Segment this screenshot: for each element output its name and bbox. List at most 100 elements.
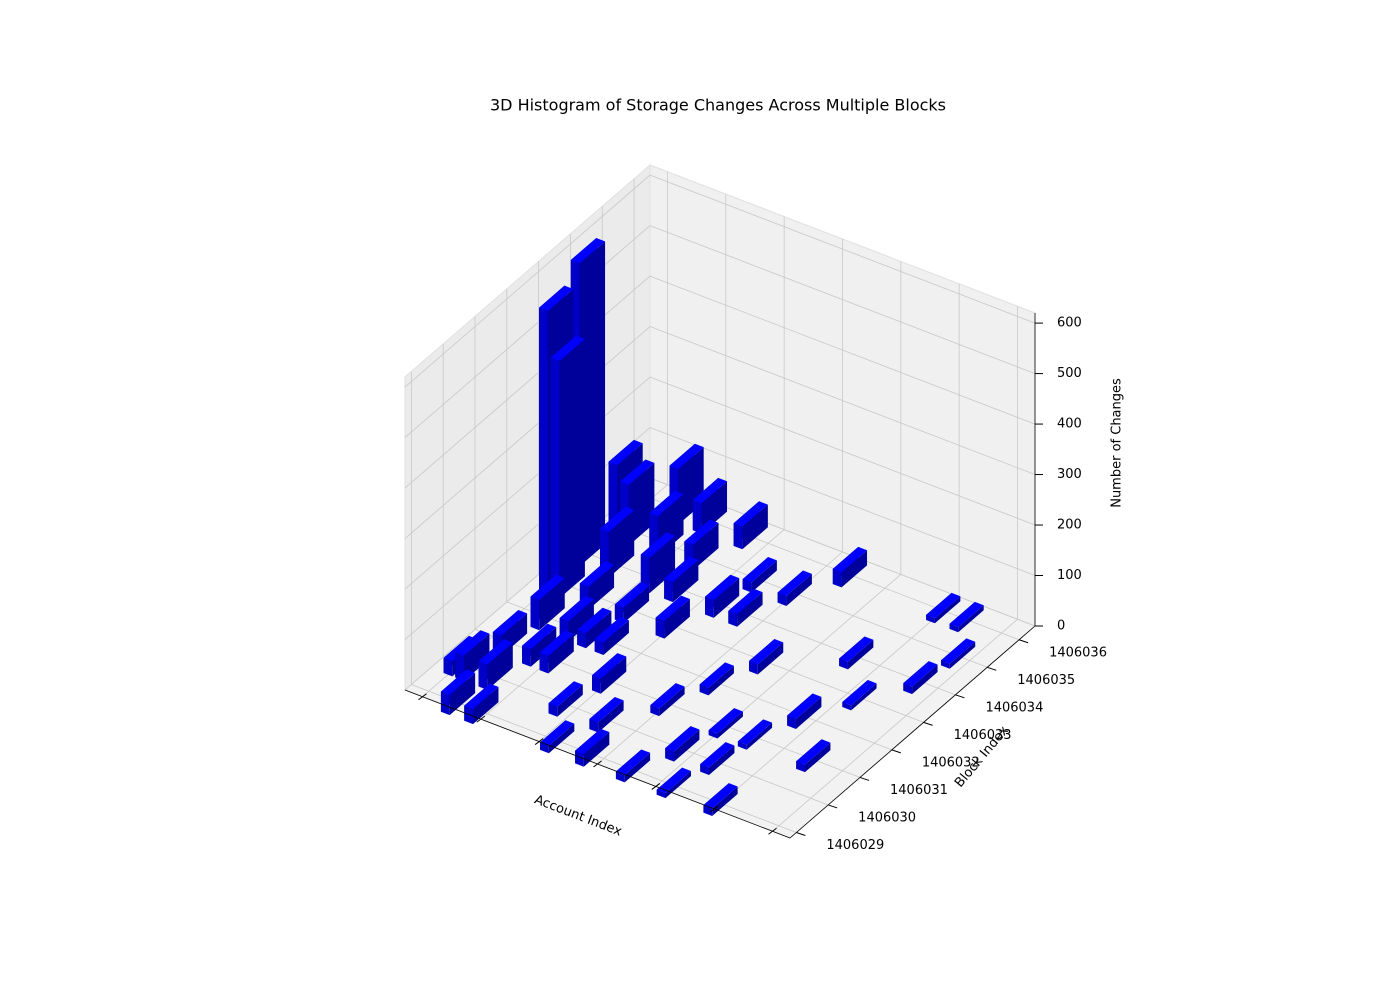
grid-line <box>404 174 651 388</box>
grid-line <box>649 326 1036 475</box>
grid-line <box>404 326 651 539</box>
bar-top <box>839 636 874 662</box>
bar-top <box>941 638 976 664</box>
bar-right <box>449 672 476 716</box>
bar-front <box>733 523 743 550</box>
bar-top <box>608 439 643 466</box>
bar-top <box>692 477 728 504</box>
bar-front <box>575 750 584 767</box>
bars <box>440 237 984 817</box>
grid-line <box>570 546 956 696</box>
bar-right <box>649 535 676 594</box>
bar <box>478 639 513 690</box>
bar-front <box>832 568 842 588</box>
bar-top <box>615 749 651 775</box>
grid-line <box>404 376 651 590</box>
bar-top <box>492 609 528 636</box>
bar-front <box>589 718 599 733</box>
bar <box>699 662 734 696</box>
axis-line <box>404 689 791 839</box>
bar-top <box>539 285 574 312</box>
bar-right <box>708 665 734 696</box>
bar-right <box>717 711 743 739</box>
bar-right <box>751 560 777 593</box>
grid <box>404 171 1036 833</box>
bar-front <box>777 592 787 606</box>
bar-front <box>530 596 540 631</box>
bar-right <box>673 729 700 762</box>
bar-top <box>742 557 777 583</box>
y-tick <box>987 666 997 671</box>
bar <box>539 630 574 674</box>
bar <box>640 532 676 594</box>
bar-top <box>620 459 655 485</box>
bar-top <box>530 574 565 600</box>
bar <box>787 693 822 729</box>
bar-right <box>659 686 685 717</box>
bar <box>600 506 635 578</box>
bar-top <box>796 739 831 765</box>
bar-right <box>548 723 575 754</box>
bar-right <box>795 696 822 729</box>
bar <box>733 501 768 550</box>
grid-line <box>649 376 1036 526</box>
bar <box>455 630 490 681</box>
bar-top <box>664 556 699 582</box>
grid-line <box>404 275 651 489</box>
y-tick <box>828 804 838 809</box>
bar-top <box>550 335 585 361</box>
bar-right <box>473 686 499 725</box>
bar-right <box>579 241 606 567</box>
bar-top <box>594 616 629 643</box>
bar <box>700 742 735 776</box>
bar <box>832 546 868 588</box>
bar-right <box>851 683 877 711</box>
bar-top <box>708 708 743 734</box>
bar-top <box>700 742 735 768</box>
bar-top <box>832 546 868 573</box>
bar <box>949 601 984 633</box>
bar-front <box>705 596 714 618</box>
bar-right <box>737 592 763 627</box>
bar <box>749 639 784 675</box>
bar-right <box>708 745 735 776</box>
bar-top <box>579 561 615 587</box>
bar-right <box>949 641 976 669</box>
bar <box>839 636 874 670</box>
bar-top <box>649 490 684 517</box>
bar-top <box>589 696 624 723</box>
bar-front <box>650 705 660 717</box>
y-tick-label: 1406036 <box>1049 645 1107 660</box>
bar <box>777 570 812 606</box>
z-tick-label: 400 <box>1057 417 1082 432</box>
bar-front <box>749 661 758 675</box>
bar-top <box>665 726 700 752</box>
bar-front <box>539 652 549 674</box>
z-tick-label: 500 <box>1057 366 1082 381</box>
bar-front <box>842 701 852 711</box>
bar-right <box>701 481 728 534</box>
grid-line <box>443 656 829 806</box>
bar-right <box>600 656 627 694</box>
y-tick-label: 1406030 <box>858 810 916 825</box>
bar-right <box>585 611 612 649</box>
y-tick <box>796 832 806 836</box>
bar-right <box>559 338 585 599</box>
bar <box>592 653 627 694</box>
bar-top <box>842 679 877 706</box>
bar-right <box>847 639 874 670</box>
z-axis-label: Number of Changes <box>1110 378 1125 508</box>
bar-front <box>665 748 674 762</box>
bar-right <box>664 598 690 639</box>
bar <box>737 719 773 750</box>
bar-top <box>640 532 676 558</box>
bar <box>703 783 738 817</box>
bar-front <box>839 658 848 670</box>
bar-top <box>787 693 822 719</box>
bar <box>650 683 685 717</box>
bar-top <box>570 237 606 264</box>
bar-top <box>577 607 612 634</box>
bar-front <box>440 691 450 716</box>
bar-top <box>655 595 690 621</box>
y-tick <box>859 776 870 781</box>
